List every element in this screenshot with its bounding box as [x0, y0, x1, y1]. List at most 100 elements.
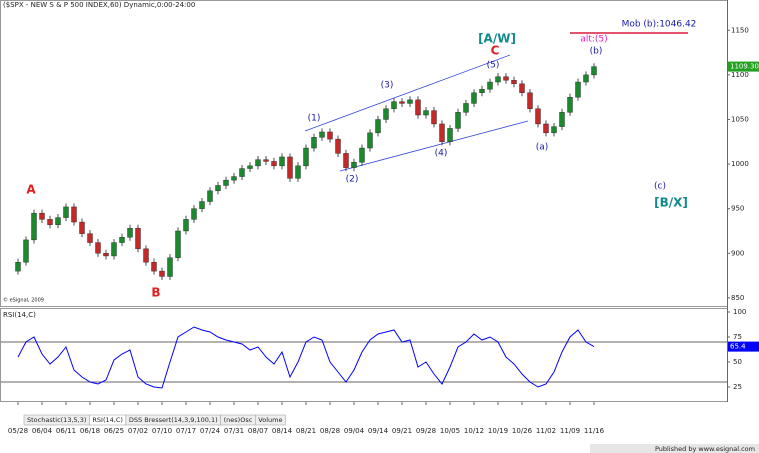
wave-label: (4) — [435, 149, 448, 159]
candle-body — [423, 110, 429, 116]
x-tick-label: 11/02 — [536, 427, 556, 435]
y-tick-label: 850 — [731, 294, 744, 302]
candle-body — [207, 190, 213, 202]
candle-body — [95, 242, 101, 254]
candle-body — [351, 162, 357, 168]
candle-body — [591, 66, 597, 76]
tab-label[interactable]: DSS Bressert(14,3,9,100,1) — [129, 416, 218, 424]
candle-body — [303, 147, 309, 167]
channel-upper — [304, 54, 511, 132]
tab-label[interactable]: RSI(14,C) — [92, 416, 123, 424]
candle-body — [159, 270, 165, 277]
candle-body — [31, 212, 37, 241]
x-tick-label: 06/04 — [32, 427, 53, 435]
candle-body — [167, 257, 173, 277]
candle-body — [567, 96, 573, 113]
last-price-label: 1109.30 — [730, 63, 759, 71]
x-tick-label: 10/19 — [488, 427, 508, 435]
candle-body — [447, 128, 453, 142]
candle-body — [367, 132, 373, 149]
wave-label: (3) — [381, 81, 394, 91]
candle-body — [375, 119, 381, 134]
candle-body — [319, 131, 325, 138]
candle-body — [255, 159, 261, 167]
candle-body — [183, 219, 189, 232]
channel-lower — [339, 120, 529, 172]
candle-body — [511, 80, 517, 85]
candle-body — [471, 92, 477, 104]
y-tick-label: 900 — [731, 249, 744, 257]
wave-label: A — [26, 183, 36, 197]
candle-body — [359, 147, 365, 163]
wave-label: [B/X] — [654, 196, 688, 210]
wave-label: alt:(5) — [580, 35, 607, 45]
tab-bar: Stochastic(13,5,3) RSI(14,C) DSS Bressert(… — [23, 414, 286, 426]
x-tick-label: 09/04 — [344, 427, 365, 435]
candle-body — [495, 76, 501, 83]
candle-body — [279, 156, 285, 167]
x-tick-label: 11/09 — [560, 427, 580, 435]
footer-bar — [590, 444, 759, 453]
candle-body — [199, 201, 205, 209]
candle-body — [135, 228, 141, 250]
candle-body — [215, 185, 221, 192]
last-rsi-label: 65.4 — [730, 343, 746, 351]
x-tick-label: 06/18 — [80, 427, 100, 435]
candle-body — [175, 230, 181, 258]
candle-body — [583, 74, 589, 83]
candle-body — [23, 239, 29, 263]
tab-label[interactable]: Stochastic(13,5,3) — [27, 416, 86, 424]
x-tick-label: 07/17 — [176, 427, 196, 435]
wave-label: (2) — [346, 175, 359, 185]
x-tick-label: 09/14 — [368, 427, 389, 435]
x-tick-label: 08/14 — [272, 427, 293, 435]
y-tick-label: 25 — [733, 383, 742, 391]
tab-label[interactable]: (nes)Osc — [224, 416, 253, 424]
candle-body — [487, 81, 493, 90]
candle-body — [223, 179, 229, 186]
wave-label: (5) — [487, 61, 500, 71]
wave-label: (a) — [536, 143, 549, 153]
x-tick-label: 08/07 — [248, 427, 268, 435]
candle-body — [39, 212, 45, 220]
x-tick-label: 07/24 — [200, 427, 221, 435]
candle-body — [543, 123, 549, 134]
candle-body — [111, 242, 117, 257]
x-tick-label: 06/11 — [56, 427, 76, 435]
x-tick-label: 08/21 — [296, 427, 316, 435]
footer: Published by www.esignal.com — [655, 445, 755, 453]
wave-label: (c) — [654, 182, 666, 192]
candle-body — [503, 76, 509, 81]
candle-body — [535, 108, 541, 125]
candle-body — [87, 233, 93, 243]
chart-title: ($SPX - NEW S & P 500 INDEX,60) Dynamic,… — [3, 1, 195, 9]
candle-body — [71, 206, 77, 223]
wave-label: Mob (b):1046.42 — [622, 20, 697, 30]
x-tick-label: 11/16 — [584, 427, 605, 435]
y-tick-label: 75 — [733, 333, 742, 341]
y-tick-label: 1000 — [731, 160, 749, 168]
candle-body — [63, 206, 69, 218]
tab[interactable] — [255, 414, 286, 426]
x-tick-label: 07/02 — [128, 427, 148, 435]
wave-label: B — [151, 286, 160, 300]
candle-body — [287, 156, 293, 179]
candle-body — [527, 92, 533, 109]
y-tick-label: 950 — [731, 205, 744, 213]
candle-body — [55, 217, 61, 225]
tab-label[interactable]: Volume — [258, 416, 282, 424]
candle-body — [391, 101, 397, 109]
candle-body — [47, 219, 53, 225]
candle-body — [191, 208, 197, 220]
candle-body — [327, 131, 333, 140]
candle-body — [439, 123, 445, 142]
x-tick-label: 09/28 — [416, 427, 436, 435]
candle-body — [295, 165, 301, 179]
candle-body — [151, 261, 157, 272]
candle-body — [455, 112, 461, 129]
last-price-box — [728, 61, 759, 72]
x-tick-label: 05/28 — [8, 427, 28, 435]
candle-body — [479, 88, 485, 93]
